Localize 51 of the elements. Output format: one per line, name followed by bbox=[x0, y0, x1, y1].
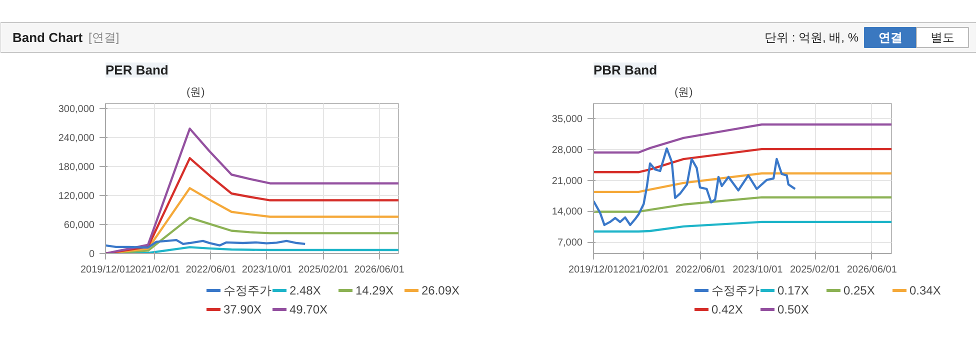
y-tick-label: 28,000 bbox=[552, 144, 583, 156]
x-tick-label: 2022/06/01 bbox=[186, 264, 236, 276]
y-tick-label: 60,000 bbox=[64, 220, 95, 231]
legend-label: 14.29X bbox=[356, 284, 394, 298]
line-series bbox=[594, 123, 892, 154]
chart-title: PER Band bbox=[106, 62, 168, 78]
legend-label: 49.70X bbox=[290, 302, 328, 316]
legend-label: 수정주가 bbox=[712, 284, 760, 298]
x-tick-label: 2025/02/01 bbox=[790, 264, 840, 276]
text: 단위 : 억원, 배, % bbox=[764, 30, 859, 44]
chart-title: PBR Band bbox=[594, 62, 658, 78]
x-tick-label: 2021/02/01 bbox=[130, 264, 180, 276]
y-tick-label: 120,000 bbox=[58, 190, 95, 202]
legend-label: 2.48X bbox=[290, 284, 321, 298]
text: [연결] bbox=[88, 30, 120, 44]
line-series bbox=[594, 220, 892, 233]
y-axis-title: (원) bbox=[186, 86, 205, 98]
line-series bbox=[594, 147, 796, 226]
x-tick-label: 2025/02/01 bbox=[298, 264, 349, 276]
x-tick-label: 2023/10/01 bbox=[732, 264, 784, 276]
line-series bbox=[594, 172, 892, 194]
x-tick-label: 2026/06/01 bbox=[846, 264, 898, 276]
legend-label: 26.09X bbox=[422, 284, 460, 298]
y-tick-label: 35,000 bbox=[552, 114, 583, 125]
line-series bbox=[594, 196, 892, 213]
legend-label: 수정주가 bbox=[224, 284, 272, 298]
text: 연결 bbox=[878, 30, 902, 44]
line-series bbox=[106, 238, 306, 249]
x-tick-label: 2026/06/01 bbox=[354, 264, 405, 276]
y-tick-label: 21,000 bbox=[552, 176, 583, 187]
y-tick-label: 180,000 bbox=[58, 162, 95, 173]
y-tick-label: 240,000 bbox=[58, 132, 95, 144]
y-tick-label: 300,000 bbox=[58, 104, 95, 115]
x-tick-label: 2023/10/01 bbox=[242, 264, 292, 276]
legend-label: 0.25X bbox=[844, 284, 875, 298]
legend-label: 0.50X bbox=[778, 302, 809, 316]
legend-label: 0.34X bbox=[910, 284, 941, 298]
text: Band Chart bbox=[12, 30, 84, 45]
x-tick-label: 2022/06/01 bbox=[676, 264, 726, 276]
legend-label: 0.17X bbox=[778, 284, 809, 298]
y-tick-label: 7,000 bbox=[557, 238, 583, 249]
x-tick-label: 2021/02/01 bbox=[618, 264, 670, 276]
x-tick-label: 2019/12/01 bbox=[568, 264, 619, 276]
y-tick-label: 14,000 bbox=[552, 206, 583, 218]
y-tick-label: 0 bbox=[88, 249, 95, 260]
x-tick-label: 2019/12/01 bbox=[80, 264, 131, 276]
legend-label: 37.90X bbox=[224, 302, 262, 316]
y-axis-title: (원) bbox=[674, 86, 693, 98]
legend-label: 0.42X bbox=[712, 302, 743, 316]
line-series bbox=[594, 148, 892, 174]
text: 별도 bbox=[930, 30, 954, 44]
